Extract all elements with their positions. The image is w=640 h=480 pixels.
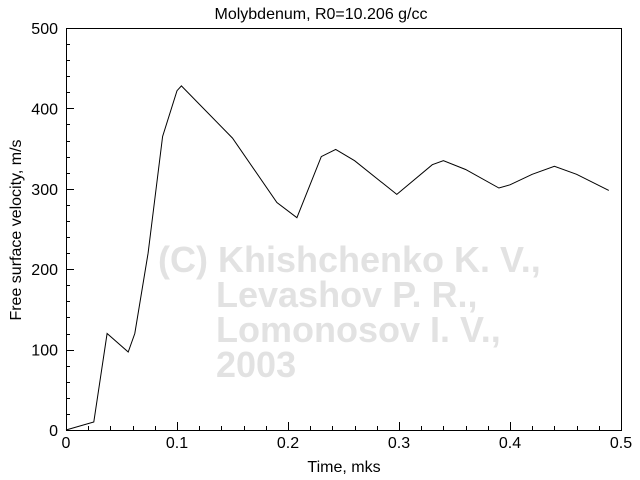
y-axis-ticks (66, 28, 74, 431)
plot-frame (66, 28, 622, 431)
x-tick-label: 0.3 (388, 435, 410, 452)
watermark-line-1: (C) Khishchenko K. V., (158, 239, 541, 280)
x-tick-label: 0 (62, 435, 71, 452)
chart-title: Molybdenum, R0=10.206 g/cc (214, 6, 427, 23)
y-tick-label: 200 (31, 262, 58, 279)
x-tick-label: 0.1 (166, 435, 188, 452)
x-tick-label: 0.2 (277, 435, 299, 452)
y-tick-labels: 0 100 200 300 400 500 (31, 21, 58, 440)
y-tick-label: 400 (31, 101, 58, 118)
watermark-line-2: Levashov P. R., (216, 274, 477, 315)
x-axis-title: Time, mks (307, 459, 380, 476)
watermark-line-3: Lomonosov I. V., (216, 309, 501, 350)
watermark: (C) Khishchenko K. V., Levashov P. R., L… (158, 239, 541, 385)
x-tick-label: 0.5 (610, 435, 632, 452)
y-tick-label: 0 (49, 423, 58, 440)
y-tick-label: 100 (31, 343, 58, 360)
y-tick-label: 500 (31, 21, 58, 38)
series-line (65, 85, 610, 431)
y-tick-label: 300 (31, 182, 58, 199)
watermark-line-4: 2003 (216, 344, 296, 385)
x-axis-ticks (66, 422, 622, 430)
x-tick-label: 0.4 (499, 435, 521, 452)
y-axis-title: Free surface velocity, m/s (8, 139, 25, 320)
x-tick-labels: 0 0.1 0.2 0.3 0.4 0.5 (62, 435, 633, 452)
